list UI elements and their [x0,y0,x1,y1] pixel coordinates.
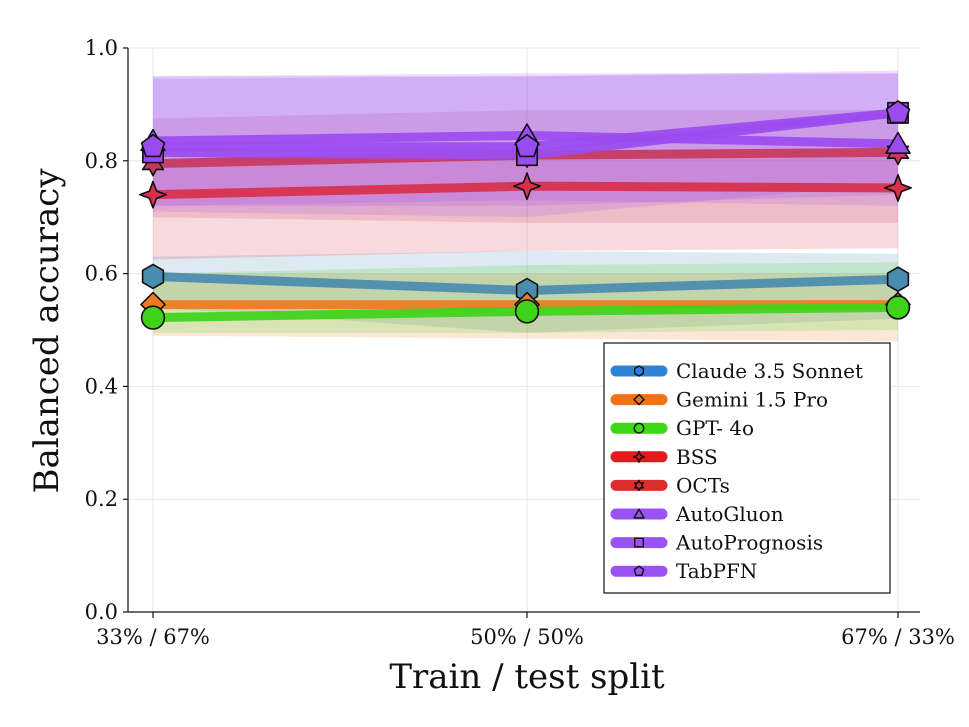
y-tick-label: 0.8 [85,149,118,173]
point-5-2 [885,131,911,154]
point-7-2 [885,100,911,124]
y-tick-label: 0.2 [85,487,118,511]
legend-label: OCTs [676,473,730,497]
legend-item: GPT- 4o [610,416,754,440]
point-0-0 [141,263,165,290]
point-7-0 [140,133,166,158]
band-3 [153,149,898,260]
legend-label: AutoGluon [675,502,784,526]
legend-item: Gemini 1.5 Pro [610,388,828,412]
point-2-2 [885,295,911,320]
legend-label: Gemini 1.5 Pro [676,388,828,412]
y-tick-label: 0.4 [85,374,118,398]
axes: 0.0 0.2 0.4 0.6 0.8 1.0 33% / 67% 50% / 50% 67% … [85,36,955,649]
y-tick-label: 1.0 [85,36,118,60]
legend-marker [633,393,645,406]
legend-label: Claude 3.5 Sonnet [676,359,863,383]
point-2-0 [140,305,166,330]
legend-marker [634,537,644,548]
series-markers [139,100,913,330]
x-tick-label: 67% / 33% [841,625,955,649]
legend: Claude 3.5 Sonnet Gemini 1.5 Pro GPT- 4o BS… [603,342,891,594]
point-7-1 [514,133,540,158]
legend-marker [633,365,645,377]
legend-label: AutoPrognosis [675,531,823,555]
legend-item: AutoGluon [610,502,784,526]
point-3-1 [512,172,542,201]
legend-label: BSS [676,445,718,469]
legend-marker [632,450,646,463]
legend-label: GPT- 4o [676,416,754,440]
point-2-1 [514,299,540,324]
legend-marker [633,508,645,519]
legend-marker [633,479,645,492]
legend-marker [633,422,645,434]
legend-item: TabPFN [610,559,757,583]
legend-label: TabPFN [676,559,757,583]
x-axis-title: Train / test split [389,657,665,697]
point-3-2 [883,173,913,202]
point-0-2 [886,266,910,293]
legend-item: Claude 3.5 Sonnet [610,359,863,383]
x-tick-label: 50% / 50% [470,625,584,649]
y-tick-label: 0.0 [85,600,118,624]
y-axis-title: Balanced accuracy [27,168,67,494]
legend-item: AutoPrognosis [610,531,823,555]
x-tick-label: 33% / 67% [96,625,210,649]
legend-marker [633,565,645,576]
legend-box [603,342,891,594]
y-tick-label: 0.6 [85,262,118,286]
legend-item: BSS [610,445,718,469]
point-3-0 [139,180,167,209]
legend-item: OCTs [610,473,730,497]
